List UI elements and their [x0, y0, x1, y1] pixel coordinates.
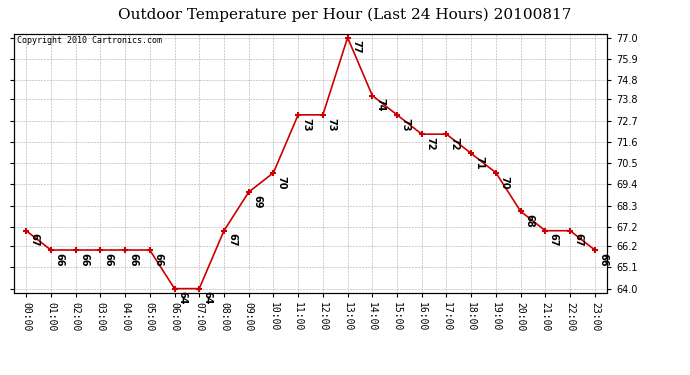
Text: 67: 67 [573, 234, 584, 247]
Text: 68: 68 [524, 214, 534, 228]
Text: 66: 66 [598, 253, 608, 266]
Text: 67: 67 [30, 234, 39, 247]
Text: 73: 73 [400, 118, 411, 131]
Text: 70: 70 [500, 176, 509, 189]
Text: 66: 66 [104, 253, 114, 266]
Text: 72: 72 [425, 137, 435, 150]
Text: 73: 73 [326, 118, 336, 131]
Text: Outdoor Temperature per Hour (Last 24 Hours) 20100817: Outdoor Temperature per Hour (Last 24 Ho… [118, 8, 572, 22]
Text: 67: 67 [549, 234, 559, 247]
Text: 67: 67 [227, 234, 237, 247]
Text: 64: 64 [203, 291, 213, 305]
Text: 66: 66 [55, 253, 64, 266]
Text: Copyright 2010 Cartronics.com: Copyright 2010 Cartronics.com [17, 36, 161, 45]
Text: 73: 73 [302, 118, 311, 131]
Text: 64: 64 [178, 291, 188, 305]
Text: 74: 74 [375, 98, 386, 112]
Text: 70: 70 [277, 176, 287, 189]
Text: 71: 71 [475, 156, 484, 170]
Text: 77: 77 [351, 40, 361, 54]
Text: 72: 72 [450, 137, 460, 150]
Text: 66: 66 [79, 253, 89, 266]
Text: 66: 66 [128, 253, 139, 266]
Text: 66: 66 [153, 253, 163, 266]
Text: 69: 69 [252, 195, 262, 208]
